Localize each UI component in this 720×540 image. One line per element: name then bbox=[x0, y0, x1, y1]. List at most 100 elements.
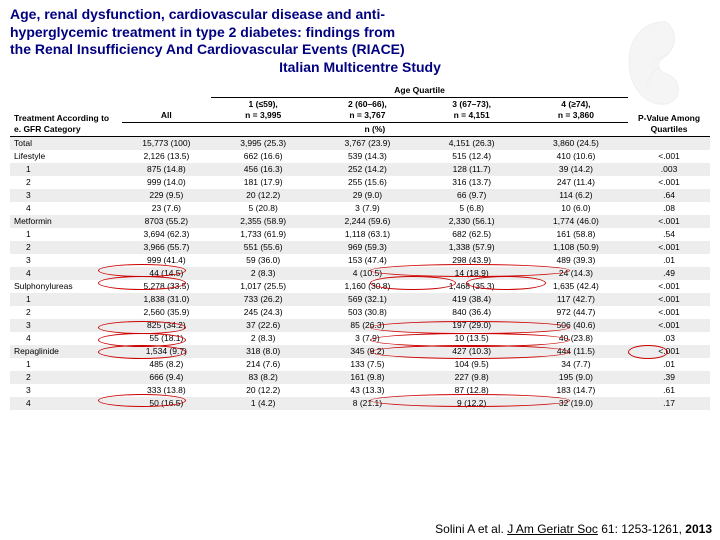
cell: 181 (17.9) bbox=[211, 176, 315, 189]
cell: .61 bbox=[628, 384, 710, 397]
cell: 247 (11.4) bbox=[524, 176, 628, 189]
table-row: 22,560 (35.9)245 (24.3)503 (30.8)840 (36… bbox=[10, 306, 710, 319]
cell: 9 (12.2) bbox=[420, 397, 524, 410]
cell: 133 (7.5) bbox=[315, 358, 419, 371]
data-table: Treatment According to e. GFR Category A… bbox=[10, 84, 710, 410]
cell: <.001 bbox=[628, 293, 710, 306]
row-label: 2 bbox=[10, 306, 122, 319]
cell: 4,151 (26.3) bbox=[420, 136, 524, 150]
cell: 3,767 (23.9) bbox=[315, 136, 419, 150]
cell: 682 (62.5) bbox=[420, 228, 524, 241]
cell: .01 bbox=[628, 358, 710, 371]
table-row: Metformin8703 (55.2)2,355 (58.9)2,244 (5… bbox=[10, 215, 710, 228]
row-label: 4 bbox=[10, 332, 122, 345]
cell: 3 (7.9) bbox=[315, 202, 419, 215]
cell: 66 (9.7) bbox=[420, 189, 524, 202]
cell: 245 (24.3) bbox=[211, 306, 315, 319]
cell: 197 (29.0) bbox=[420, 319, 524, 332]
cell: 2,126 (13.5) bbox=[122, 150, 211, 163]
hdr-pvalue: P-Value Among Quartiles bbox=[628, 84, 710, 136]
table-row: 3333 (13.8)20 (12.2)43 (13.3)87 (12.8)18… bbox=[10, 384, 710, 397]
row-label: 4 bbox=[10, 397, 122, 410]
cell: 1,468 (35.3) bbox=[420, 280, 524, 293]
cell: 551 (55.6) bbox=[211, 241, 315, 254]
cell: .08 bbox=[628, 202, 710, 215]
title-line-3: the Renal Insufficiency And Cardiovascul… bbox=[10, 41, 710, 59]
table-row: 13,694 (62.3)1,733 (61.9)1,118 (63.1)682… bbox=[10, 228, 710, 241]
cell: 29 (9.0) bbox=[315, 189, 419, 202]
citation-rest: 61: 1253-1261, bbox=[598, 522, 685, 536]
hdr-n-pct: n (%) bbox=[122, 122, 628, 136]
cell: 37 (22.6) bbox=[211, 319, 315, 332]
table-row: 455 (18.1)2 (8.3)3 (7.9)10 (13.5)40 (23.… bbox=[10, 332, 710, 345]
hdr-q2: 2 (60–66), n = 3,767 bbox=[315, 98, 419, 123]
cell: 43 (13.3) bbox=[315, 384, 419, 397]
cell: 8 (21.1) bbox=[315, 397, 419, 410]
table-header: Treatment According to e. GFR Category A… bbox=[10, 84, 710, 136]
row-label: 1 bbox=[10, 228, 122, 241]
cell: 318 (8.0) bbox=[211, 345, 315, 358]
cell: 3,694 (62.3) bbox=[122, 228, 211, 241]
row-label: Repaglinide bbox=[10, 345, 122, 358]
cell: 569 (32.1) bbox=[315, 293, 419, 306]
cell: 456 (16.3) bbox=[211, 163, 315, 176]
cell: 5,278 (33.5) bbox=[122, 280, 211, 293]
cell: 32 (19.0) bbox=[524, 397, 628, 410]
cell: 999 (14.0) bbox=[122, 176, 211, 189]
cell: 20 (12.2) bbox=[211, 384, 315, 397]
cell: .64 bbox=[628, 189, 710, 202]
cell: 55 (18.1) bbox=[122, 332, 211, 345]
row-label: 2 bbox=[10, 176, 122, 189]
cell: 1,774 (46.0) bbox=[524, 215, 628, 228]
cell: 2,330 (56.1) bbox=[420, 215, 524, 228]
cell: 427 (10.3) bbox=[420, 345, 524, 358]
citation-journal: J Am Geriatr Soc bbox=[507, 522, 598, 536]
cell: 50 (16.5) bbox=[122, 397, 211, 410]
cell: 298 (43.9) bbox=[420, 254, 524, 267]
cell: 875 (14.8) bbox=[122, 163, 211, 176]
cell: 666 (9.4) bbox=[122, 371, 211, 384]
cell: 14 (18.9) bbox=[420, 267, 524, 280]
cell: .54 bbox=[628, 228, 710, 241]
cell: 1,017 (25.5) bbox=[211, 280, 315, 293]
row-label: 1 bbox=[10, 293, 122, 306]
row-label: Lifestyle bbox=[10, 150, 122, 163]
cell: 34 (7.7) bbox=[524, 358, 628, 371]
cell: 1,635 (42.4) bbox=[524, 280, 628, 293]
cell: <.001 bbox=[628, 150, 710, 163]
row-label: 4 bbox=[10, 267, 122, 280]
cell: 825 (34.2) bbox=[122, 319, 211, 332]
cell: 227 (9.8) bbox=[420, 371, 524, 384]
hdr-age-quartile: Age Quartile bbox=[211, 84, 628, 98]
cell: 153 (47.4) bbox=[315, 254, 419, 267]
cell: 485 (8.2) bbox=[122, 358, 211, 371]
row-label: 3 bbox=[10, 384, 122, 397]
row-label: 4 bbox=[10, 202, 122, 215]
cell: 229 (9.5) bbox=[122, 189, 211, 202]
hdr-q3: 3 (67–73), n = 4,151 bbox=[420, 98, 524, 123]
cell: 87 (12.8) bbox=[420, 384, 524, 397]
cell: 104 (9.5) bbox=[420, 358, 524, 371]
table-row: 2999 (14.0)181 (17.9)255 (15.6)316 (13.7… bbox=[10, 176, 710, 189]
cell: 489 (39.3) bbox=[524, 254, 628, 267]
cell: 2,560 (35.9) bbox=[122, 306, 211, 319]
table-row: Sulphonylureas5,278 (33.5)1,017 (25.5)1,… bbox=[10, 280, 710, 293]
cell: 969 (59.3) bbox=[315, 241, 419, 254]
cell: .03 bbox=[628, 332, 710, 345]
table-row: 11,838 (31.0)733 (26.2)569 (32.1)419 (38… bbox=[10, 293, 710, 306]
cell: 1,118 (63.1) bbox=[315, 228, 419, 241]
cell: 255 (15.6) bbox=[315, 176, 419, 189]
row-label: 3 bbox=[10, 189, 122, 202]
row-label: 2 bbox=[10, 371, 122, 384]
cell: 24 (14.3) bbox=[524, 267, 628, 280]
cell: 1,838 (31.0) bbox=[122, 293, 211, 306]
table-row: 23,966 (55.7)551 (55.6)969 (59.3)1,338 (… bbox=[10, 241, 710, 254]
title-line-2: hyperglycemic treatment in type 2 diabet… bbox=[10, 24, 710, 42]
cell: <.001 bbox=[628, 176, 710, 189]
cell: 3,995 (25.3) bbox=[211, 136, 315, 150]
citation: Solini A et al. J Am Geriatr Soc 61: 125… bbox=[435, 522, 712, 536]
cell: .01 bbox=[628, 254, 710, 267]
cell: 1,108 (50.9) bbox=[524, 241, 628, 254]
cell: 161 (58.8) bbox=[524, 228, 628, 241]
hdr-treatment: Treatment According to e. GFR Category bbox=[10, 84, 122, 136]
